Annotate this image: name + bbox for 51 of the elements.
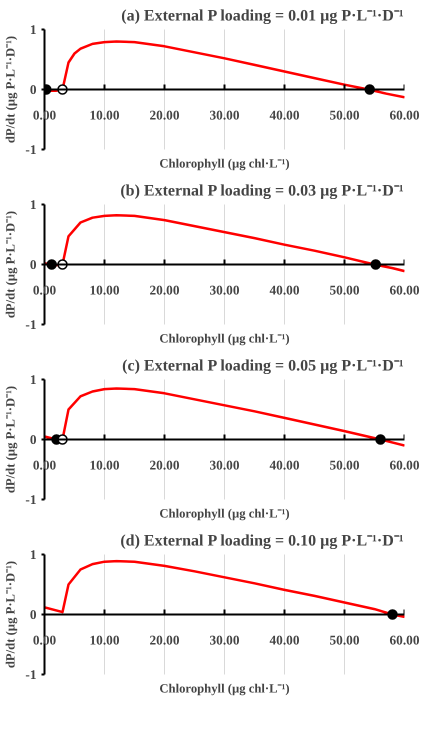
y-axis-title: dP/dt (µg P·L⁻¹·D⁻¹) [3,210,18,318]
x-tick-label: 10.00 [90,632,120,648]
x-tick-label: 50.00 [330,108,360,122]
x-tick-label: 30.00 [210,108,240,122]
x-tick-label: 30.00 [210,282,240,298]
x-axis-title: Chlorophyll (µg chl·L⁻¹) [159,506,290,520]
x-tick-label: 20.00 [150,458,180,472]
y-tick-label: 1 [30,372,37,387]
line-series [44,387,404,447]
x-tick-label: 60.00 [390,458,420,472]
x-tick-label: 40.00 [270,108,300,122]
y-tick-label: 0 [30,82,37,97]
line-series [44,560,404,618]
x-tick-label: 50.00 [330,282,360,298]
y-tick-label: 0 [30,257,37,272]
y-tick-label: 0 [30,432,37,447]
x-tick-label: 60.00 [390,108,420,122]
x-tick-label: 60.00 [390,282,420,298]
y-tick-label: -1 [25,667,37,682]
x-tick-label: 10.00 [90,282,120,298]
x-axis-title: Chlorophyll (µg chl·L⁻¹) [159,332,290,346]
x-tick-label: 50.00 [330,458,360,472]
x-axis-title: Chlorophyll (µg chl·L⁻¹) [159,156,290,170]
x-tick-label: 50.00 [330,632,360,648]
y-tick-label: 1 [30,547,37,562]
y-tick-label: -1 [25,142,37,157]
x-tick-label: 40.00 [270,458,300,472]
x-tick-label: 20.00 [150,632,180,648]
x-tick-label: 30.00 [210,458,240,472]
x-tick-label: 30.00 [210,632,240,648]
x-tick-label: 20.00 [150,282,180,298]
chart-title: (b) External P loading = 0.03 µg P·L⁻¹·D⁻¹ [120,182,404,200]
y-axis-title: dP/dt (µg P·L⁻¹·D⁻¹) [3,36,18,144]
line-series [44,214,404,272]
x-tick-label: 10.00 [90,108,120,122]
y-tick-label: -1 [25,317,37,332]
x-axis-title: Chlorophyll (µg chl·L⁻¹) [159,682,290,696]
x-tick-label: 40.00 [270,282,300,298]
x-tick-label: 60.00 [390,632,420,648]
y-tick-label: 1 [30,22,37,37]
y-tick-label: -1 [25,492,37,507]
x-tick-label: 40.00 [270,632,300,648]
y-axis-title: dP/dt (µg P·L⁻¹·D⁻¹) [3,560,18,668]
chart-title: (a) External P loading = 0.01 µg P·L⁻¹·D⁻¹ [121,8,404,24]
chart-title: (d) External P loading = 0.10 µg P·L⁻¹·D⁻¹ [120,532,404,550]
x-tick-label: 10.00 [90,458,120,472]
chart-title: (c) External P loading = 0.05 µg P·L⁻¹·D⁻¹ [122,358,404,374]
y-tick-label: 0 [30,607,37,622]
y-tick-label: 1 [30,197,37,212]
x-tick-label: 20.00 [150,108,180,122]
y-axis-title: dP/dt (µg P·L⁻¹·D⁻¹) [3,386,18,494]
